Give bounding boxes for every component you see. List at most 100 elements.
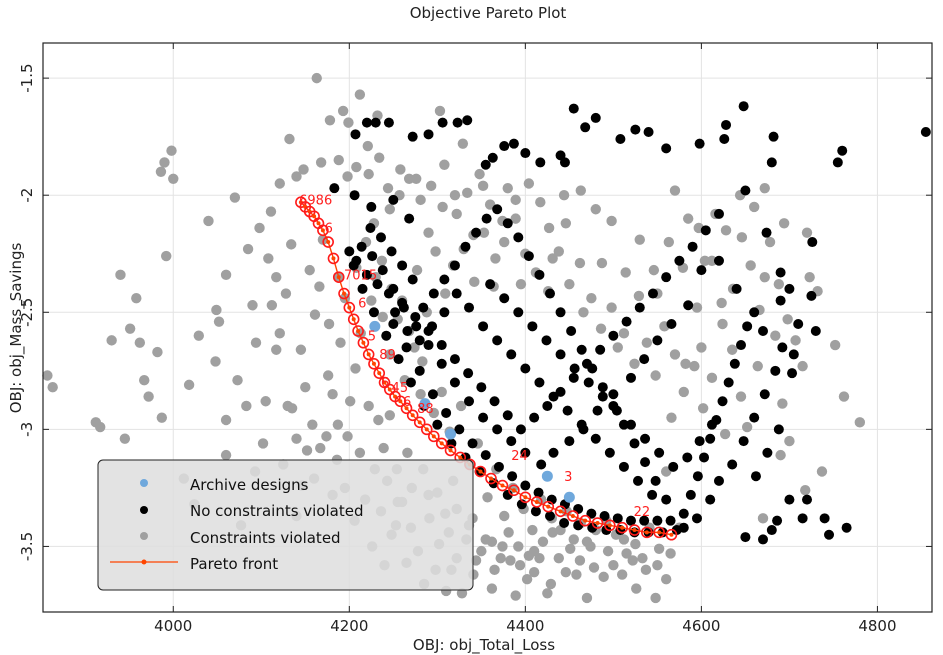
no-constraints-violated-point bbox=[666, 318, 677, 329]
constraints-violated-point bbox=[565, 543, 576, 554]
constraints-violated-point bbox=[166, 145, 177, 156]
pareto-point bbox=[331, 256, 336, 261]
constraints-violated-point bbox=[726, 344, 738, 355]
no-constraints-violated-point bbox=[773, 424, 784, 435]
constraints-violated-point bbox=[574, 555, 586, 566]
no-constraints-violated-point bbox=[506, 349, 517, 360]
no-constraints-violated-point bbox=[608, 330, 619, 341]
x-tick-label: 4000 bbox=[154, 617, 192, 635]
no-constraints-violated-point bbox=[368, 307, 379, 318]
no-constraints-violated-point bbox=[640, 457, 651, 468]
x-tick-label: 4600 bbox=[682, 617, 720, 635]
no-constraints-violated-point bbox=[404, 213, 415, 224]
no-constraints-violated-point bbox=[520, 363, 531, 374]
no-constraints-violated-point bbox=[386, 246, 397, 257]
x-axis-label: OBJ: obj_Total_Loss bbox=[413, 636, 555, 655]
no-constraints-violated-point bbox=[478, 321, 489, 332]
no-constraints-violated-point bbox=[682, 452, 693, 463]
constraints-violated-point bbox=[332, 419, 344, 430]
no-constraints-violated-point bbox=[480, 450, 491, 461]
legend-label-constraints: Constraints violated bbox=[190, 529, 341, 547]
no-constraints-violated-point bbox=[533, 487, 544, 498]
no-constraints-violated-point bbox=[436, 340, 447, 351]
no-constraints-violated-point bbox=[580, 122, 591, 133]
constraints-violated-point bbox=[618, 534, 630, 545]
legend: Archive designs No constraints violated … bbox=[97, 459, 474, 591]
no-constraints-violated-point bbox=[351, 255, 362, 266]
constraints-violated-point bbox=[706, 255, 718, 266]
pareto-point-ring bbox=[332, 271, 345, 283]
no-constraints-violated-point bbox=[706, 419, 717, 430]
pareto-point bbox=[356, 329, 361, 334]
no-constraints-violated-point bbox=[762, 447, 773, 458]
constraints-violated-point bbox=[510, 590, 521, 601]
constraints-violated-point bbox=[131, 293, 142, 304]
pareto-point-ring bbox=[394, 395, 407, 408]
no-constraints-violated-point bbox=[569, 363, 580, 374]
constraints-violated-point bbox=[523, 178, 535, 189]
y-tick-label: -3 bbox=[18, 422, 36, 437]
pareto-design-label: 45 bbox=[392, 381, 409, 396]
constraints-violated-point bbox=[545, 578, 557, 590]
constraints-violated-point bbox=[741, 421, 753, 433]
no-constraints-violated-point bbox=[738, 101, 749, 112]
constraints-violated-point bbox=[436, 386, 447, 398]
no-constraints-violated-point bbox=[436, 358, 447, 369]
no-constraints-violated-point bbox=[449, 260, 460, 271]
no-constraints-violated-point bbox=[665, 515, 676, 526]
pareto-design-label: 22 bbox=[634, 505, 651, 520]
no-constraints-violated-point bbox=[772, 515, 783, 526]
constraints-violated-point bbox=[854, 417, 866, 428]
no-constraints-violated-point bbox=[506, 436, 517, 447]
no-constraints-violated-point bbox=[329, 183, 340, 194]
no-constraints-violated-point bbox=[674, 255, 685, 266]
pareto-point-ring bbox=[357, 336, 370, 349]
constraints-violated-point bbox=[311, 72, 322, 84]
constraints-violated-point bbox=[229, 192, 241, 203]
no-constraints-violated-point bbox=[534, 377, 545, 388]
no-constraints-violated-point bbox=[535, 157, 546, 168]
constraints-violated-point bbox=[641, 337, 653, 348]
no-constraints-violated-point bbox=[544, 510, 555, 521]
constraints-violated-point bbox=[241, 400, 252, 412]
no-constraints-violated-point bbox=[414, 335, 425, 346]
pareto-point bbox=[366, 352, 371, 357]
no-constraints-violated-point bbox=[713, 475, 724, 486]
constraints-violated-point bbox=[829, 339, 841, 351]
constraints-violated-point bbox=[376, 255, 388, 266]
no-constraints-violated-point bbox=[439, 307, 450, 318]
constraints-violated-point bbox=[409, 342, 420, 353]
no-constraints-violated-point bbox=[366, 201, 377, 212]
pareto-front-series bbox=[295, 196, 678, 541]
constraints-violated-point bbox=[510, 194, 521, 206]
constraints-violated-point bbox=[596, 257, 608, 269]
constraints-violated-point bbox=[321, 431, 332, 442]
no-constraints-violated-point bbox=[766, 525, 777, 536]
constraints-violated-point bbox=[574, 257, 586, 269]
constraints-violated-series bbox=[42, 72, 866, 604]
x-tick-label: 4400 bbox=[506, 617, 544, 635]
pareto-point bbox=[361, 340, 366, 345]
constraints-violated-point bbox=[337, 105, 349, 117]
no-constraints-violated-point bbox=[449, 354, 460, 365]
pareto-point-ring bbox=[628, 524, 641, 536]
no-constraints-violated-point bbox=[499, 141, 510, 152]
no-constraints-violated-point bbox=[401, 342, 412, 353]
no-constraints-violated-point bbox=[573, 503, 584, 514]
no-constraints-violated-point bbox=[694, 436, 705, 447]
pareto-point-ring bbox=[352, 325, 364, 337]
no-constraints-violated-point bbox=[661, 143, 672, 154]
constraints-violated-point bbox=[665, 548, 676, 559]
no-constraints-violated-point bbox=[507, 471, 518, 482]
no-constraints-violated-point bbox=[534, 269, 545, 280]
constraints-violated-point bbox=[558, 190, 570, 201]
no-constraints-violated-point bbox=[559, 518, 570, 529]
legend-marker-no-constraints bbox=[140, 506, 148, 514]
constraints-violated-point bbox=[193, 330, 204, 341]
no-constraints-violated-point bbox=[536, 459, 547, 470]
constraints-violated-point bbox=[156, 412, 168, 423]
constraints-violated-point bbox=[415, 389, 426, 400]
pareto-point-ring bbox=[508, 484, 520, 497]
constraints-violated-point bbox=[633, 290, 645, 302]
constraints-violated-point bbox=[457, 138, 469, 149]
